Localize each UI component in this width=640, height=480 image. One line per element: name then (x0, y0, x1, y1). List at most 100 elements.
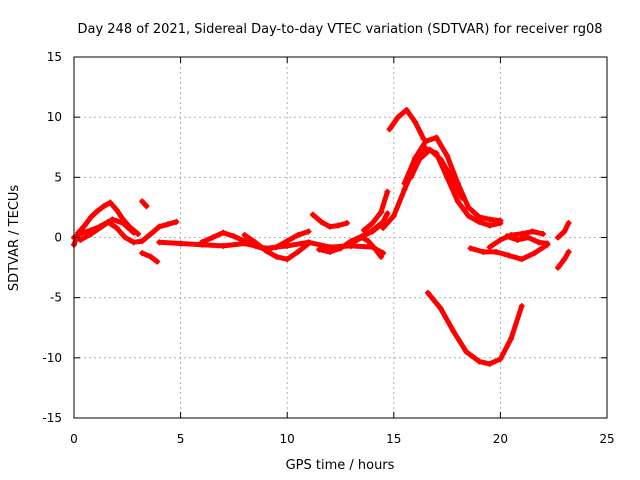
data-point (437, 156, 444, 163)
data-point (565, 248, 572, 255)
data-point (143, 203, 150, 210)
data-series-arc-14 (387, 107, 427, 142)
y-tick-label: -5 (50, 291, 62, 305)
data-point (360, 227, 367, 234)
x-tick-label: 5 (177, 432, 185, 446)
y-tick-label: -10 (42, 351, 62, 365)
data-point (122, 234, 129, 241)
y-tick-label: -15 (42, 411, 62, 425)
data-point (554, 234, 561, 241)
data-point (486, 360, 493, 367)
chart-title: Day 248 of 2021, Sidereal Day-to-day VTE… (77, 22, 602, 37)
data-point (139, 198, 146, 205)
data-point (305, 228, 312, 235)
data-point (177, 240, 184, 247)
data-point (252, 239, 259, 246)
data-point (113, 206, 120, 213)
data-point (467, 245, 474, 252)
data-point (369, 227, 376, 234)
data-point (130, 239, 137, 246)
data-point (535, 239, 542, 246)
x-tick-label: 25 (599, 432, 614, 446)
data-point (465, 212, 472, 219)
data-point (433, 134, 440, 141)
data-point (241, 238, 248, 245)
data-point (273, 253, 280, 260)
data-point (450, 328, 457, 335)
y-tick-label: 10 (47, 110, 62, 124)
data-point (497, 236, 504, 243)
data-series-arc-23 (555, 220, 572, 240)
data-point (147, 230, 154, 237)
data-point (401, 186, 408, 193)
data-point (100, 203, 107, 210)
data-point (407, 174, 414, 181)
data-point (531, 250, 538, 257)
data-point (476, 214, 483, 221)
data-point (284, 256, 291, 263)
data-point (540, 230, 547, 237)
data-point (358, 234, 365, 241)
data-series-arc-3 (77, 216, 137, 243)
data-point (493, 248, 500, 255)
data-point (294, 248, 301, 255)
data-point (113, 224, 120, 231)
data-point (497, 217, 504, 224)
data-point (412, 118, 419, 125)
data-point (384, 188, 391, 195)
data-point (384, 210, 391, 217)
x-tick-labels: 0 5 10 15 20 25 (70, 432, 614, 446)
data-point (94, 208, 101, 215)
data-point (164, 221, 171, 228)
data-point (335, 222, 342, 229)
data-point (424, 289, 431, 296)
data-point (318, 218, 325, 225)
data-series-arc-12 (359, 235, 384, 260)
data-point (561, 228, 568, 235)
y-tick-label: 0 (54, 231, 62, 245)
data-point (518, 256, 525, 263)
data-point (79, 229, 86, 236)
data-point (107, 199, 114, 206)
data-point (147, 253, 154, 260)
data-point (156, 239, 163, 246)
data-point (77, 236, 84, 243)
data-series (71, 106, 572, 367)
data-point (139, 238, 146, 245)
data-point (503, 233, 510, 240)
data-point (120, 220, 127, 227)
data-point (518, 303, 525, 310)
data-point (81, 222, 88, 229)
data-series-arc-17 (408, 147, 465, 201)
data-point (284, 238, 291, 245)
data-point (554, 264, 561, 271)
data-point (154, 258, 161, 265)
x-tick-label: 20 (493, 432, 508, 446)
data-point (369, 220, 376, 227)
data-point (326, 223, 333, 230)
data-point (220, 242, 227, 249)
data-point (262, 247, 269, 254)
x-tick-label: 10 (280, 432, 295, 446)
data-point (109, 216, 116, 223)
data-point (378, 209, 385, 216)
data-point (173, 218, 180, 225)
data-point (395, 114, 402, 121)
data-point (422, 138, 429, 145)
data-point (486, 244, 493, 251)
data-point (465, 204, 472, 211)
data-point (156, 223, 163, 230)
data-point (476, 358, 483, 365)
data-point (454, 198, 461, 205)
data-point (220, 229, 227, 236)
data-point (437, 305, 444, 312)
data-point (544, 240, 551, 247)
data-point (480, 248, 487, 255)
data-point (88, 230, 95, 237)
data-point (139, 250, 146, 257)
data-point (390, 212, 397, 219)
data-series-arc-21 (425, 290, 525, 367)
data-point (130, 229, 137, 236)
data-point (309, 211, 316, 218)
data-point (463, 348, 470, 355)
